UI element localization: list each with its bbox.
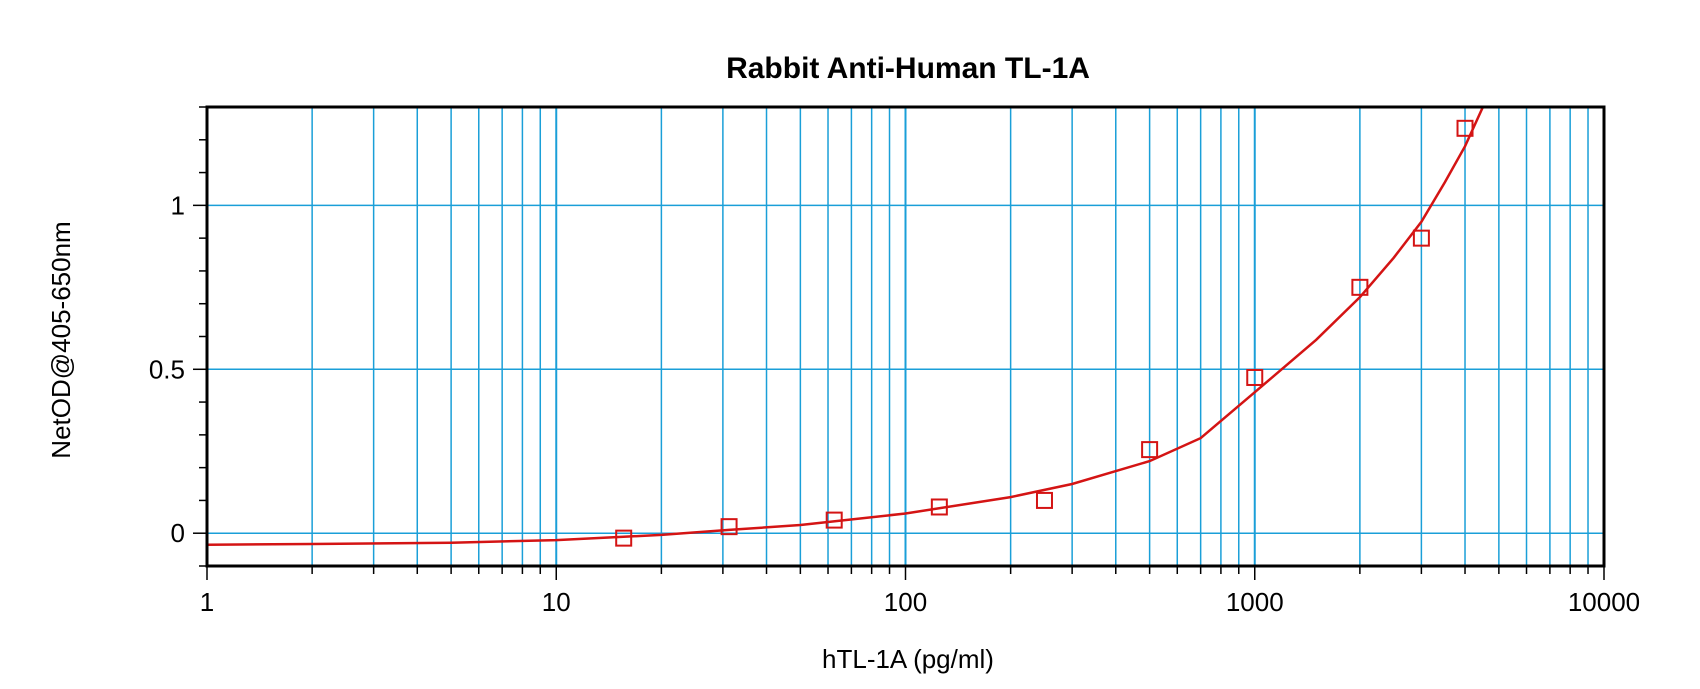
tick-layer: 1 10 100 1000 10000 0 0.5 1 [149,106,1640,617]
y-tick-label: 0.5 [149,354,185,384]
x-tick-label: 1000 [1226,587,1284,617]
x-tick-label: 10 [542,587,571,617]
y-tick-label: 1 [171,190,185,220]
y-axis-label: NetOD@405-650nm [46,221,76,458]
data-point [1456,119,1474,137]
x-tick-label: 1 [200,587,214,617]
data-point [1141,441,1159,459]
data-point [720,518,738,536]
x-axis-label: hTL-1A (pg/ml) [822,644,994,674]
x-tick-label: 10000 [1568,587,1640,617]
x-tick-label: 100 [884,587,927,617]
fit-curve-line [207,107,1485,546]
data-point [615,529,633,547]
data-point [825,511,843,529]
data-point [1246,368,1264,386]
data-point [930,498,948,516]
data-point [1351,278,1369,296]
series-layer [207,107,1485,547]
data-point [1035,491,1053,509]
data-point [1412,229,1430,247]
grid-layer [207,107,1604,566]
chart-title: Rabbit Anti-Human TL-1A [726,52,1090,85]
y-tick-label: 0 [171,518,185,548]
